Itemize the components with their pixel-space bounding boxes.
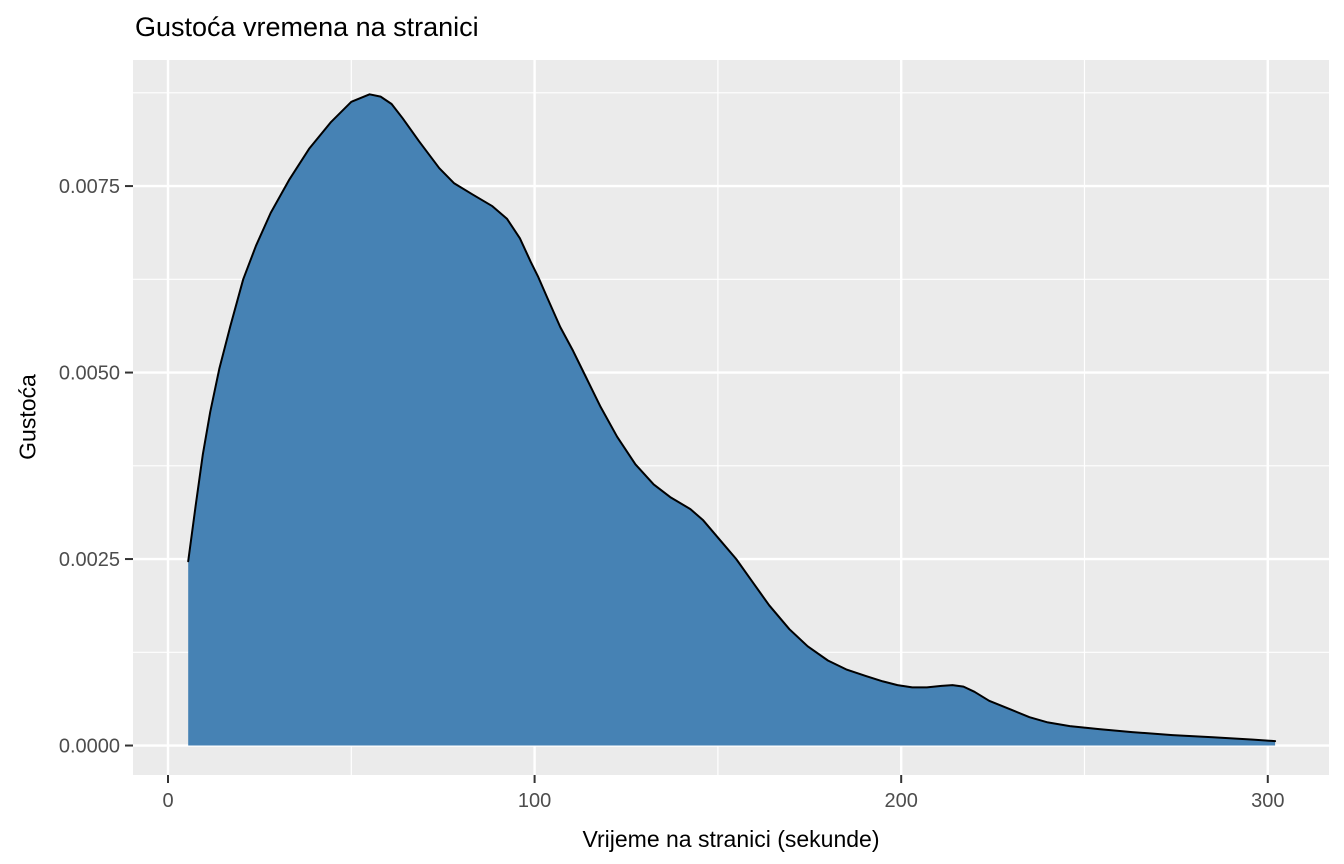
x-axis-tick-label: 300: [1251, 790, 1284, 812]
x-axis-tick-label: 200: [885, 790, 918, 812]
y-axis-tick-label: 0.0075: [59, 176, 120, 198]
y-axis-tick-label: 0.0050: [59, 363, 120, 385]
x-axis-tick-label: 100: [518, 790, 551, 812]
plot-title: Gustoća vremena na stranici: [135, 12, 479, 42]
density-area: [188, 94, 1276, 746]
density-outline: [187, 93, 1277, 743]
y-axis-tick-label: 0.0025: [59, 549, 120, 571]
x-axis-title: Vrijeme na stranici (sekunde): [582, 826, 880, 852]
y-axis-tick-label: 0.0000: [59, 736, 120, 758]
x-axis-tick-label: 0: [162, 790, 173, 812]
